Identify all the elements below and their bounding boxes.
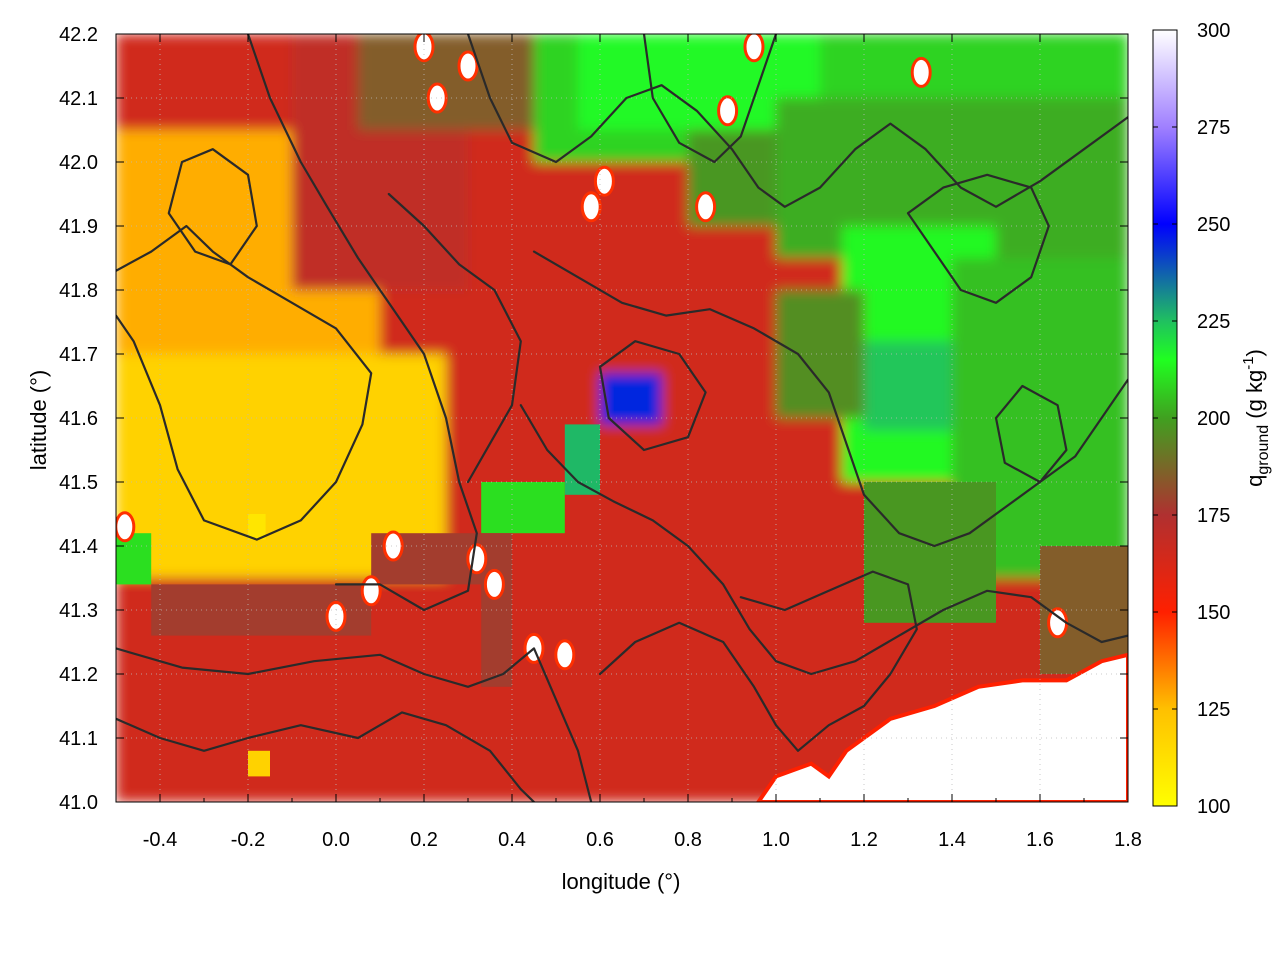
plot-area (115, 33, 1129, 803)
contour-line (167, 148, 258, 266)
saturation-spot (116, 511, 136, 543)
contour-line (598, 570, 918, 752)
saturation-spot (554, 639, 576, 671)
contour-line (642, 34, 778, 164)
colorbar-label-unit: (g kg (1242, 370, 1267, 425)
x-tick-label: 1.2 (850, 829, 878, 851)
y-tick-label: 41.4 (59, 536, 98, 558)
x-tick-label: 0.6 (586, 829, 614, 851)
colorbar-tick-label: 250 (1197, 214, 1230, 236)
heatmap-cell (564, 424, 600, 495)
heatmap-cell (776, 290, 864, 418)
y-tick-label: 42.0 (59, 152, 98, 174)
x-tick-label: 1.0 (762, 829, 790, 851)
contour-line (532, 250, 1128, 548)
colorbar-label-exp: -1 (1240, 356, 1257, 369)
y-tick-label: 41.6 (59, 408, 98, 430)
colorbar-label: qground (g kg-1) (1240, 349, 1272, 487)
y-tick-label: 41.7 (59, 344, 98, 366)
colorbar-label-sub: ground (1255, 425, 1272, 475)
x-tick-label: 0.4 (498, 829, 526, 851)
x-tick-label: -0.2 (231, 829, 265, 851)
contour-line (519, 404, 1128, 676)
x-tick-label: 0.8 (674, 829, 702, 851)
saturation-spot (360, 575, 382, 607)
colorbar-ticks: 100 125 150 175 200 225 250 275 300 (1153, 20, 1230, 818)
saturation-spot (580, 191, 602, 223)
saturation-spot (717, 95, 739, 127)
heatmap-cell (481, 482, 565, 534)
saturation-spot (325, 600, 347, 632)
saturation-spot (413, 34, 435, 63)
x-tick-label: 1.4 (938, 829, 966, 851)
heatmap-cell (248, 750, 270, 777)
y-tick-label: 41.1 (59, 728, 98, 750)
y-tick-label: 42.1 (59, 88, 98, 110)
contour-lines (116, 34, 1128, 802)
x-tick-label: 0.2 (410, 829, 438, 851)
contour-line (116, 711, 536, 802)
x-tick-label: -0.4 (143, 829, 177, 851)
colorbar-tick-label: 225 (1197, 311, 1230, 333)
saturation-spot (910, 56, 932, 88)
contour-line (994, 384, 1068, 484)
heatmap-cell (248, 514, 266, 540)
x-tick-label: 1.8 (1114, 829, 1142, 851)
y-tick-label: 42.2 (59, 24, 98, 46)
saturation-spot (457, 50, 479, 82)
y-axis-label: latitude (°) (26, 370, 51, 471)
contour-line (116, 647, 593, 802)
contour-line (246, 34, 478, 612)
saturation-spot (743, 34, 765, 63)
y-tick-label: 41.2 (59, 664, 98, 686)
y-tick-label: 41.5 (59, 472, 98, 494)
x-axis: -0.4 -0.2 0.0 0.2 0.4 0.6 0.8 1.0 1.2 1.4 1.6 1.8 (143, 34, 1142, 851)
saturation-spot (593, 165, 615, 197)
saturation-spot (695, 191, 717, 223)
contour-line (906, 173, 1050, 304)
x-tick-label: 0.0 (322, 829, 350, 851)
colorbar-tick-label: 300 (1197, 20, 1230, 42)
contour-line (466, 34, 1128, 208)
saturation-spot (426, 82, 448, 114)
colorbar-tick-label: 100 (1197, 796, 1230, 818)
colorbar-label-main: q (1242, 475, 1267, 487)
contour-line (387, 192, 522, 484)
colorbar-tick-label: 200 (1197, 408, 1230, 430)
x-tick-label: 1.6 (1026, 829, 1054, 851)
colorbar-tick-label: 175 (1197, 505, 1230, 527)
y-tick-label: 41.8 (59, 280, 98, 302)
colorbar-tick-label: 125 (1197, 699, 1230, 721)
colorbar-tick-label: 150 (1197, 602, 1230, 624)
heatmap-field (116, 34, 1128, 802)
heatmap-cell (600, 373, 662, 425)
saturation-spot (382, 530, 404, 562)
sea-mask (755, 652, 1128, 802)
x-axis-label: longitude (°) (562, 869, 681, 894)
y-tick-label: 41.9 (59, 216, 98, 238)
contour-line (598, 340, 707, 452)
contour-line (116, 224, 373, 541)
y-tick-label: 41.0 (59, 792, 98, 814)
heatmap-cell (864, 482, 996, 623)
colorbar-tick-label: 275 (1197, 117, 1230, 139)
y-tick-label: 41.3 (59, 600, 98, 622)
colorbar-label-close: ) (1242, 349, 1267, 356)
saturation-spot (483, 568, 505, 600)
colorbar: 100 125 150 175 200 225 250 275 300 qground (g k… (1152, 20, 1272, 818)
y-axis: 41.0 41.1 41.2 41.3 41.4 41.5 41.6 41.7 41.8 41.9… (59, 24, 1128, 814)
